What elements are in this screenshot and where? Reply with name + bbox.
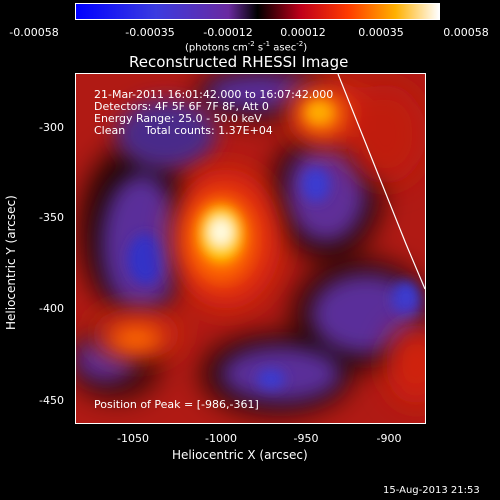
- info-time-range: 21-Mar-2011 16:01:42.000 to 16:07:42.000: [94, 88, 334, 101]
- x-tick-label: -1050: [117, 432, 149, 445]
- info-energy-range: Energy Range: 25.0 - 50.0 keV: [94, 112, 262, 125]
- x-tick-label: -1000: [205, 432, 237, 445]
- y-tick-label: -300: [39, 121, 64, 134]
- rhessi-image: [75, 73, 426, 424]
- y-tick-label: -400: [39, 302, 64, 315]
- colorbar-tick-label: -0.00012: [203, 26, 253, 39]
- colorbar-units: (photons cm-2 s-1 asec-2): [185, 40, 308, 54]
- peak-position: Position of Peak = [-986,-361]: [94, 398, 259, 411]
- colorbar-tick-label: 0.00035: [358, 26, 404, 39]
- colorbar-tick-label: -0.00058: [9, 26, 59, 39]
- colorbar: [75, 3, 440, 20]
- info-clean: Clean: [94, 124, 126, 137]
- info-total-counts: Total counts: 1.37E+04: [145, 124, 273, 137]
- colorbar-tick-label: 0.00058: [443, 26, 489, 39]
- plot-title: Reconstructed RHESSI Image: [129, 53, 349, 71]
- x-tick-label: -900: [376, 432, 402, 445]
- colorbar-gradient: [76, 4, 439, 19]
- colorbar-tick-label: -0.00035: [125, 26, 175, 39]
- y-axis-label: Heliocentric Y (arcsec): [4, 195, 18, 330]
- info-detectors: Detectors: 4F 5F 6F 7F 8F, Att 0: [94, 100, 269, 113]
- y-tick-label: -350: [39, 211, 64, 224]
- footer-timestamp: 15-Aug-2013 21:53: [383, 485, 480, 496]
- y-tick-label: -450: [39, 394, 64, 407]
- image-map: [76, 74, 425, 423]
- x-tick-label: -950: [293, 432, 319, 445]
- colorbar-tick-label: 0.00012: [280, 26, 326, 39]
- x-axis-label: Heliocentric X (arcsec): [172, 448, 308, 462]
